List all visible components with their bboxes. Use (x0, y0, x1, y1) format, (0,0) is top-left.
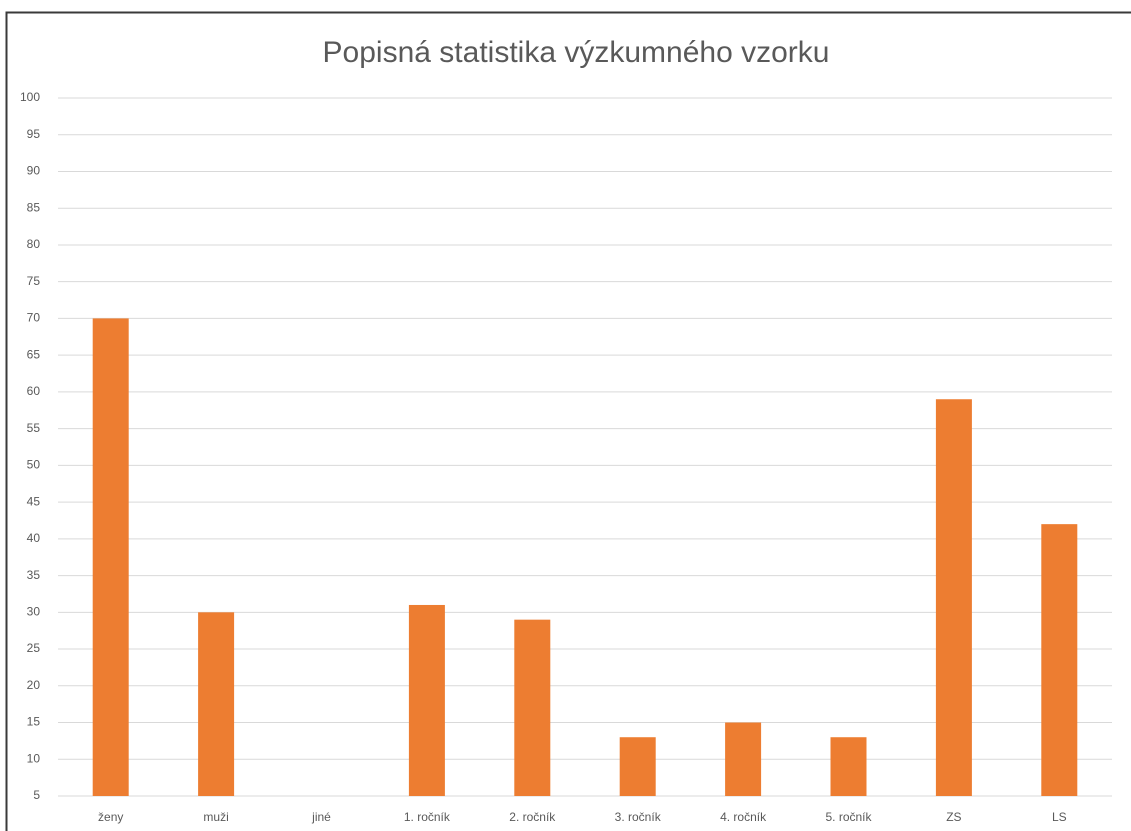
x-tick-label: LS (1052, 810, 1067, 824)
x-tick-label: jiné (311, 810, 331, 824)
chart-title: Popisná statistika výzkumného vzorku (323, 36, 830, 69)
y-tick-label: 20 (27, 678, 41, 692)
x-tick-label: 5. ročník (825, 810, 872, 824)
y-tick-label: 70 (27, 311, 41, 325)
x-tick-label: ženy (98, 810, 123, 824)
bar (198, 612, 235, 796)
y-tick-label: 35 (27, 568, 41, 582)
y-tick-label: 30 (27, 604, 41, 618)
bar (830, 737, 867, 796)
bar (725, 722, 762, 796)
x-tick-label: 2. ročník (509, 810, 556, 824)
bar (408, 604, 445, 796)
x-tick-label: 1. ročník (404, 810, 451, 824)
y-tick-label: 75 (27, 274, 41, 288)
y-tick-label: 25 (27, 641, 41, 655)
y-tick-label: 60 (27, 384, 41, 398)
bar (1041, 524, 1078, 796)
y-tick-label: 85 (27, 200, 41, 214)
y-tick-label: 80 (27, 237, 41, 251)
x-tick-label: muži (203, 810, 228, 824)
y-tick-label: 5 (33, 788, 40, 802)
bar (619, 737, 656, 796)
y-tick-label: 50 (27, 458, 41, 472)
y-tick-label: 40 (27, 531, 41, 545)
plot-area (92, 318, 1078, 796)
y-tick-label: 10 (27, 751, 41, 765)
bar (92, 318, 129, 796)
y-tick-label: 90 (27, 164, 41, 178)
y-tick-label: 65 (27, 347, 41, 361)
y-tick-label: 15 (27, 715, 41, 729)
bar (514, 619, 551, 796)
x-tick-label: 4. ročník (720, 810, 767, 824)
y-tick-label: 100 (20, 90, 40, 104)
y-tick-label: 95 (27, 127, 41, 141)
x-tick-label: ZS (946, 810, 961, 824)
y-tick-label: 55 (27, 421, 41, 435)
y-tick-label: 45 (27, 494, 41, 508)
bar (935, 399, 972, 796)
x-tick-label: 3. ročník (615, 810, 662, 824)
